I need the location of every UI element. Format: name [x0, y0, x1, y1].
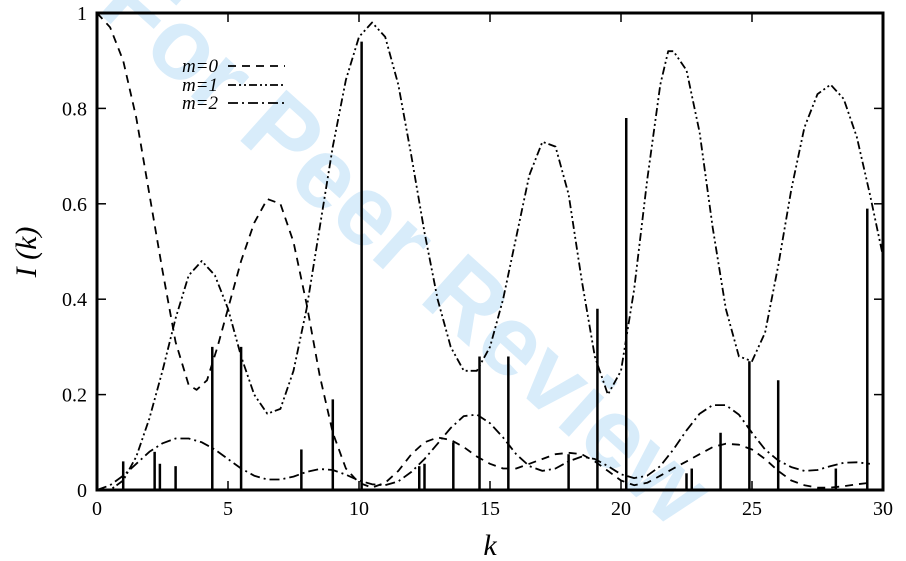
y-tick-label: 0.8: [62, 98, 87, 120]
series-line-m0: [96, 12, 871, 489]
x-tick-label: 10: [349, 498, 369, 520]
x-axis-label: k: [483, 529, 497, 561]
y-tick-label: 0.2: [62, 385, 87, 407]
y-tick-label: 0: [77, 480, 87, 502]
legend: m=0 m=1 m=2: [182, 56, 285, 114]
x-tick-label: 25: [742, 498, 762, 520]
legend-label-m0: m=0: [182, 56, 219, 77]
series-line-m1: [97, 21, 884, 491]
y-axis-label: I (k): [10, 227, 43, 279]
x-tick-label: 5: [223, 498, 233, 520]
legend-label-m2: m=2: [182, 93, 219, 114]
legend-label-m1: m=1: [182, 75, 218, 96]
y-tick-label: 0.4: [62, 289, 87, 311]
watermark-text: For Peer Review: [80, 0, 733, 547]
axis-ticks: 0 5 10 15 20 25 30 0 0.2 0.4 0.6 0.8 1: [62, 3, 893, 520]
x-tick-label: 0: [92, 498, 102, 520]
x-tick-label: 20: [611, 498, 631, 520]
x-tick-label: 15: [480, 498, 500, 520]
x-tick-label: 30: [873, 498, 893, 520]
series-line-m2: [96, 404, 871, 491]
series-layer: [96, 12, 884, 491]
y-tick-label: 0.6: [62, 194, 87, 216]
y-tick-label: 1: [77, 3, 87, 25]
